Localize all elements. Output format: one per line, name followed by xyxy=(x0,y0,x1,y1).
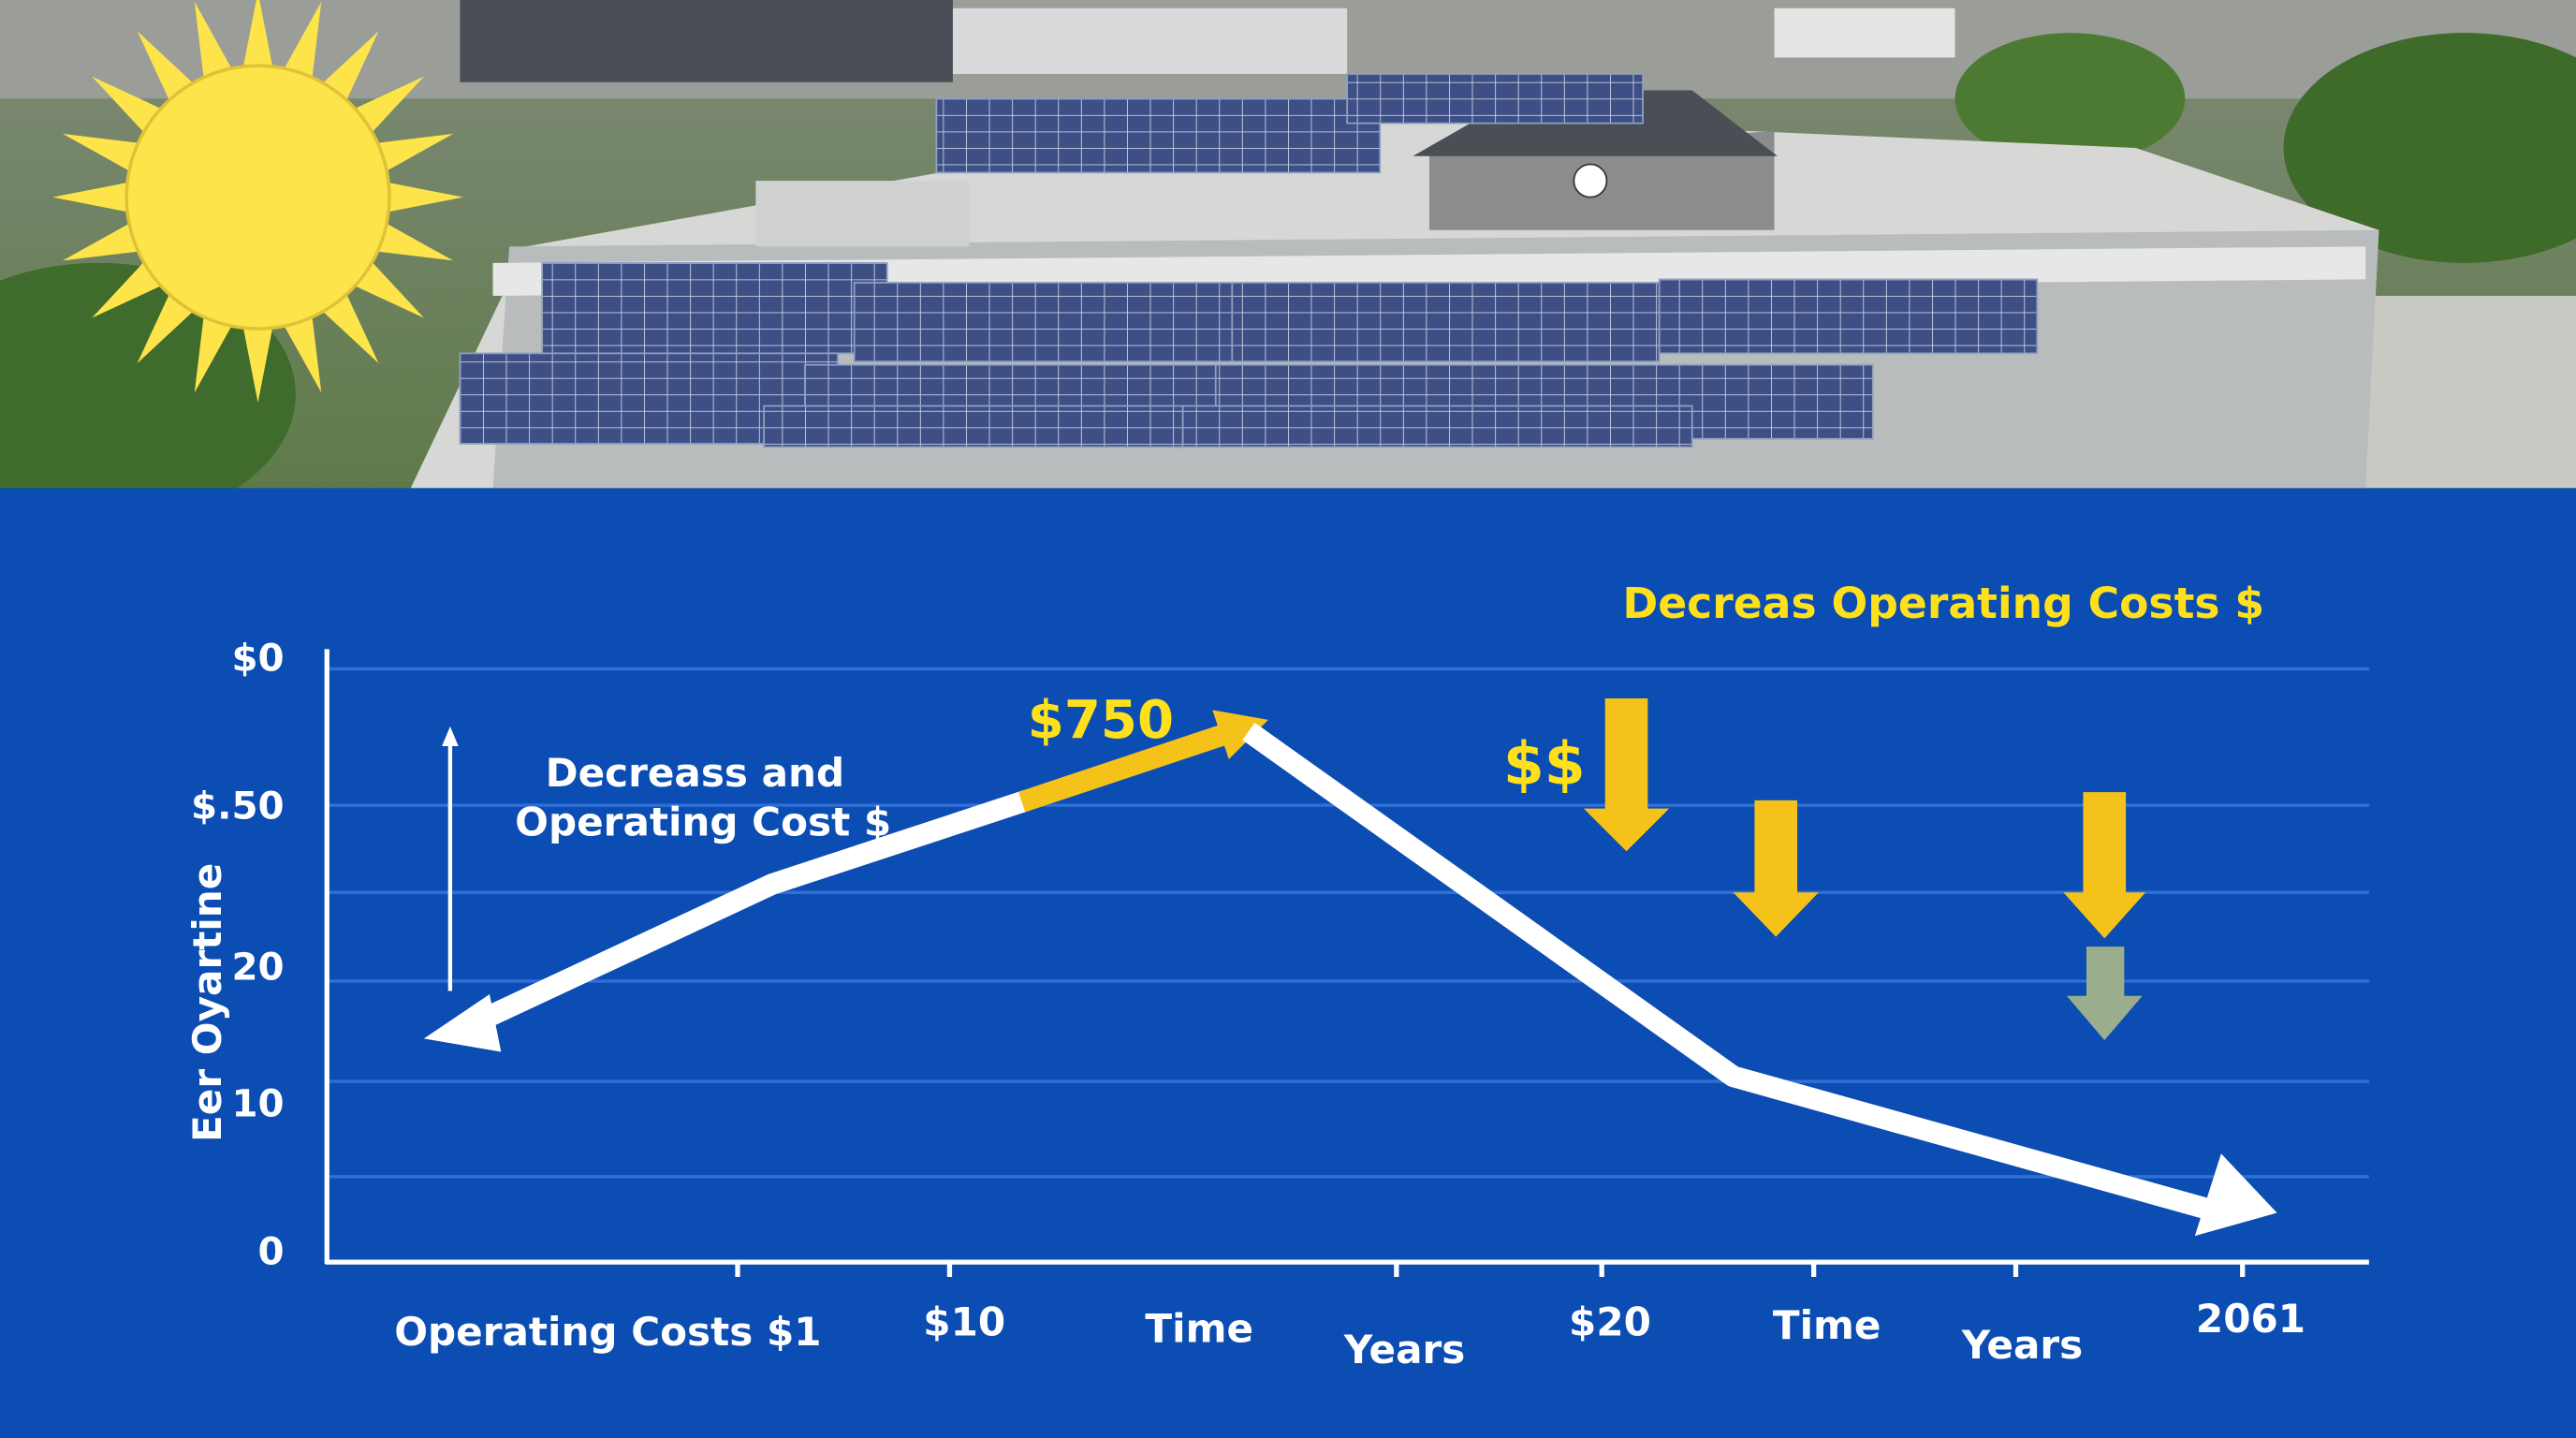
solar-panel xyxy=(1231,282,1661,363)
solar-panel xyxy=(1181,404,1693,448)
solar-array xyxy=(459,73,2039,448)
sun-ray xyxy=(62,221,142,261)
sun-ray xyxy=(194,1,234,81)
grid xyxy=(327,667,2369,1179)
sun-ray xyxy=(373,133,454,173)
arrowhead xyxy=(1212,710,1268,760)
building xyxy=(1774,7,1955,58)
chart-panel xyxy=(0,488,2576,1438)
x-label: Time xyxy=(1773,1302,1881,1348)
y-label: 10 xyxy=(231,1081,284,1125)
solar-panel xyxy=(541,261,888,355)
tree xyxy=(2283,33,2576,263)
sun xyxy=(52,0,463,404)
down-arrow xyxy=(2063,792,2146,939)
building xyxy=(952,7,1348,74)
sun-ray xyxy=(92,76,165,135)
solar-panel xyxy=(1346,73,1644,125)
solar-panel xyxy=(763,404,1184,448)
roof-structure xyxy=(755,181,970,247)
sun-ray xyxy=(137,291,196,364)
x-label: Operating Costs $1 xyxy=(394,1309,821,1355)
sun-ray xyxy=(320,291,379,364)
arrowhead xyxy=(2194,1153,2277,1237)
sun-ray xyxy=(351,76,424,135)
solar-panel xyxy=(935,97,1382,174)
y-label: 20 xyxy=(231,946,284,990)
arrowhead xyxy=(423,994,502,1052)
arrowhead xyxy=(442,726,459,746)
solar-panel xyxy=(1658,278,2039,355)
trend-line xyxy=(423,710,2277,1237)
sun-ray xyxy=(137,31,196,104)
title: Decreas Operating Costs $ xyxy=(1622,579,2264,628)
y-label: $.50 xyxy=(191,785,285,829)
trend-segment xyxy=(472,790,1031,1033)
tree xyxy=(1954,33,2186,165)
trend-segment xyxy=(1242,722,2213,1220)
down-arrow xyxy=(1733,800,1819,937)
sun-ray xyxy=(52,182,131,213)
building xyxy=(460,0,953,82)
sun-ray xyxy=(373,221,454,261)
x-label: Time xyxy=(1145,1305,1253,1351)
parking-lot xyxy=(2365,295,2576,489)
axes xyxy=(324,649,2369,1277)
down-arrow xyxy=(2066,946,2143,1041)
sun-ray xyxy=(194,313,234,393)
x-label: Years xyxy=(1343,1327,1465,1372)
sun-ray xyxy=(282,313,322,393)
annotation: Operating Cost $ xyxy=(515,800,891,845)
sun-ray xyxy=(242,0,273,70)
trend-segment-highlight xyxy=(1018,724,1228,813)
sun-ray xyxy=(92,259,165,318)
rooftop-photo xyxy=(0,0,2576,526)
sun-ray xyxy=(320,31,379,104)
sun-rays xyxy=(52,0,463,404)
sun-ray xyxy=(351,259,424,318)
x-label: Years xyxy=(1961,1322,2083,1368)
peak-label: $750 xyxy=(1028,690,1174,751)
sun-ray xyxy=(62,133,142,173)
sun-disc xyxy=(124,64,391,330)
sun-ray xyxy=(242,324,273,404)
annotation: Decreass and xyxy=(546,750,845,796)
solar-panel xyxy=(853,282,1234,363)
sun-ray xyxy=(282,1,322,81)
x-label: $10 xyxy=(923,1299,1005,1344)
sun-ray xyxy=(385,182,463,213)
x-label: 2061 xyxy=(2196,1296,2305,1342)
clock xyxy=(1573,163,1608,198)
y-axis-title: Eer Oyartine xyxy=(184,863,230,1142)
dollar-label: $$ xyxy=(1503,728,1586,798)
y-label: $0 xyxy=(231,637,284,681)
y-label: 0 xyxy=(258,1229,285,1273)
x-label: $20 xyxy=(1569,1299,1651,1344)
